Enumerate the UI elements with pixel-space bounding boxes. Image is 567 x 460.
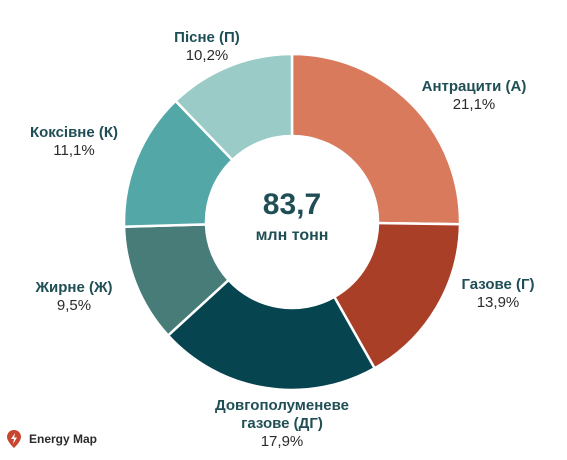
- donut-slice: [290, 52, 462, 226]
- slice-category-label: Газове (Г): [461, 276, 534, 293]
- slice-value-label: 11,1%: [53, 142, 94, 159]
- slice-value-label: 13,9%: [477, 294, 520, 311]
- lightning-bolt-icon: [7, 430, 21, 448]
- slice-value-label: 9,5%: [57, 297, 91, 314]
- center-summary: 83,7 млн тонн: [256, 188, 329, 244]
- donut-slice: [166, 278, 377, 392]
- brand-name: Energy Map: [29, 432, 98, 446]
- slice-category-label: Антрацити (А): [422, 78, 527, 95]
- brand-logo: Energy Map: [7, 430, 97, 448]
- slice-value-label: 10,2%: [186, 47, 229, 64]
- slice-category-label: Пісне (П): [174, 29, 240, 46]
- slice-category-label: Довгополуменеве: [215, 397, 349, 414]
- donut-slice: [173, 52, 294, 162]
- donut-slices: [122, 52, 462, 392]
- slice-category-label: Коксівне (К): [30, 124, 118, 141]
- center-total: 83,7: [263, 188, 321, 221]
- center-unit: млн тонн: [256, 227, 329, 244]
- slice-labels: Антрацити (А)21,1% Газове (Г)13,9% Довгопо…: [30, 29, 535, 450]
- slice-value-label: 17,9%: [261, 433, 304, 450]
- slice-category-label: газове (ДГ): [241, 415, 323, 432]
- slice-category-label: Жирне (Ж): [34, 279, 112, 296]
- donut-slice: [332, 221, 462, 370]
- slice-value-label: 21,1%: [453, 96, 496, 113]
